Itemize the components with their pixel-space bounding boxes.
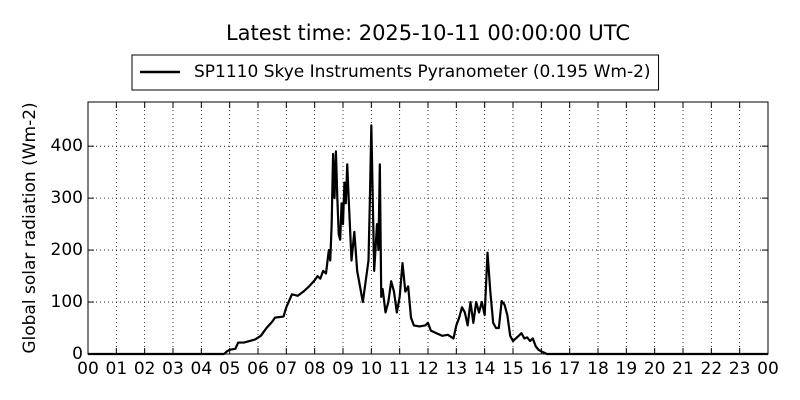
x-tick-label: 01 [106,359,128,379]
legend-box [131,54,660,91]
x-tick-label: 03 [162,359,184,379]
x-tick-label: 10 [361,359,383,379]
x-tick-label: 22 [701,359,723,379]
x-tick-label: 11 [389,359,411,379]
x-tick-label: 17 [559,359,581,379]
y-tick-label: 100 [51,292,83,312]
y-axis-label: Global solar radiation (Wm-2) [20,102,40,353]
x-tick-label: 15 [502,359,524,379]
x-tick-label: 19 [616,359,638,379]
legend-label: SP1110 Skye Instruments Pyranometer (0.1… [194,62,651,82]
x-tick-label: 04 [191,359,213,379]
x-tick-label: 00 [77,359,99,379]
x-tick-label: 00 [757,359,779,379]
x-tick-label: 12 [417,359,439,379]
y-tick-label: 200 [51,240,83,260]
x-tick-label: 23 [729,359,751,379]
x-tick-label: 18 [587,359,609,379]
x-tick-label: 16 [531,359,553,379]
plot-frame [87,101,769,355]
y-tick-label: 0 [72,344,83,364]
legend: SP1110 Skye Instruments Pyranometer (0.1… [131,54,660,91]
y-tick-label: 400 [51,136,83,156]
x-tick-label: 20 [644,359,666,379]
x-tick-label: 06 [247,359,269,379]
y-tick-label: 300 [51,188,83,208]
data-line [88,124,768,356]
x-tick-label: 05 [219,359,241,379]
x-tick-label: 07 [276,359,298,379]
x-tick-label: 02 [134,359,156,379]
x-tick-label: 21 [672,359,694,379]
x-tick-label: 14 [474,359,496,379]
x-tick-label: 08 [304,359,326,379]
chart-title: Latest time: 2025-10-11 00:00:00 UTC [226,21,630,45]
x-tick-label: 09 [332,359,354,379]
x-tick-label: 13 [446,359,468,379]
